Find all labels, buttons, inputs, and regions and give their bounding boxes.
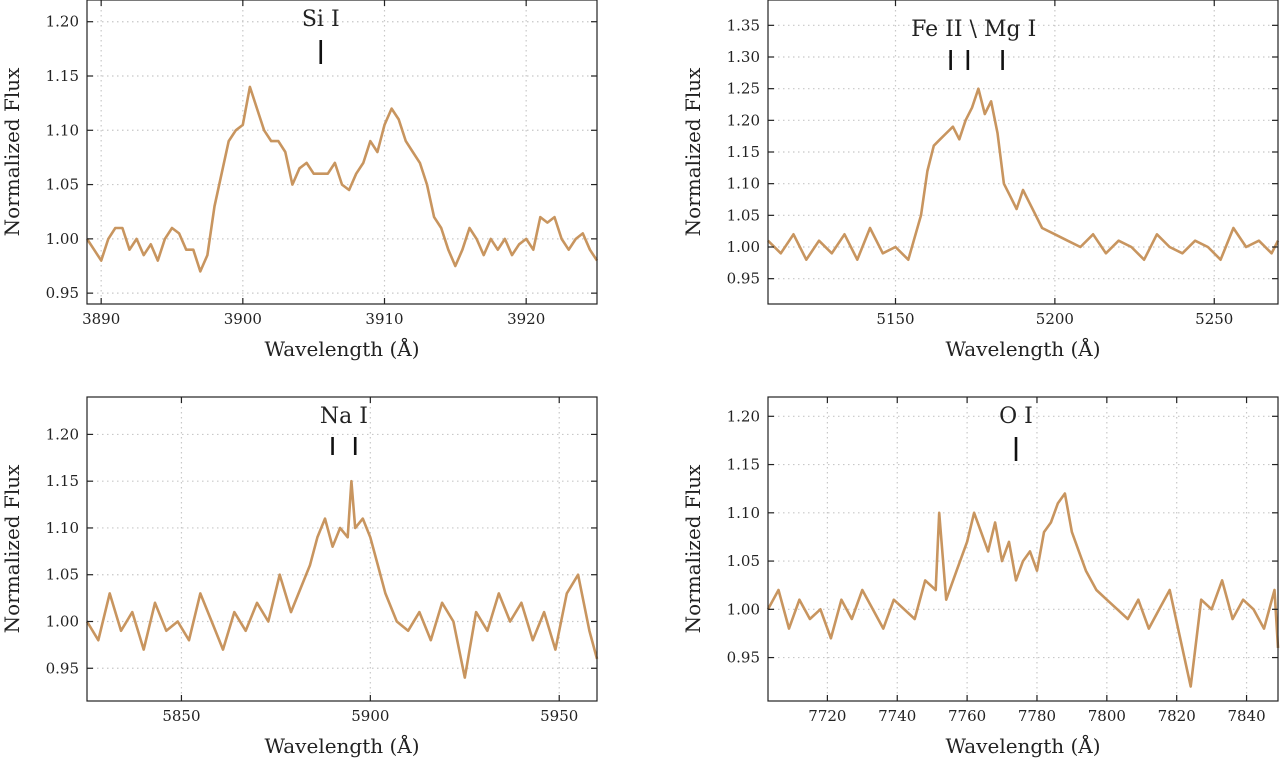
y-tick-label: 1.05 [727, 206, 760, 224]
x-axis-label: Wavelength (Å) [945, 336, 1100, 361]
x-tick-label: 3890 [82, 310, 120, 328]
plot-frame [86, 396, 598, 702]
x-tick-label: 7720 [808, 707, 846, 725]
plot-frame [86, 0, 598, 305]
plot-frame [767, 396, 1279, 702]
y-tick-label: 1.00 [727, 238, 760, 256]
y-axis-label: Normalized Flux [0, 464, 24, 633]
x-tick-label: 5200 [1036, 310, 1074, 328]
y-tick-label: 0.95 [727, 649, 760, 667]
y-tick-label: 1.10 [727, 175, 760, 193]
y-tick-label: 1.00 [727, 600, 760, 618]
y-tick-label: 1.00 [46, 612, 79, 630]
x-axis-label: Wavelength (Å) [264, 733, 419, 758]
y-tick-label: 1.15 [727, 143, 760, 161]
y-tick-label: 0.95 [46, 659, 79, 677]
spectrum-line [85, 85, 599, 273]
x-tick-label: 5850 [162, 707, 200, 725]
y-tick-label: 1.20 [727, 111, 760, 129]
y-tick-label: 0.95 [727, 270, 760, 288]
x-tick-label: 7760 [948, 707, 986, 725]
y-tick-label: 1.05 [727, 552, 760, 570]
y-tick-label: 1.10 [46, 519, 79, 537]
x-tick-label: 7780 [1018, 707, 1056, 725]
ion-label: Fe II \ Mg I [911, 17, 1036, 42]
ion-label: Na I [320, 404, 368, 429]
y-tick-label: 1.15 [727, 456, 760, 474]
y-tick-label: 1.35 [727, 16, 760, 34]
spectrum-line [766, 492, 1280, 688]
x-axis-label: Wavelength (Å) [264, 336, 419, 361]
x-tick-label: 5250 [1195, 310, 1233, 328]
x-tick-label: 5950 [540, 707, 578, 725]
y-tick-label: 1.15 [46, 67, 79, 85]
x-tick-label: 7800 [1088, 707, 1126, 725]
y-tick-label: 1.30 [727, 48, 760, 66]
y-tick-label: 1.15 [46, 472, 79, 490]
y-axis-label: Normalized Flux [681, 67, 705, 236]
y-axis-label: Normalized Flux [0, 67, 24, 236]
y-tick-label: 1.25 [727, 80, 760, 98]
spectrum-line [767, 87, 1280, 262]
y-tick-label: 1.10 [727, 504, 760, 522]
panel-na-i: 5850 5900 5950 0.95 1.00 1.05 1.10 1.15 1.20 Wave… [0, 396, 599, 758]
x-tick-label: 3920 [507, 310, 545, 328]
y-tick-label: 1.20 [46, 425, 79, 443]
y-axis-label: Normalized Flux [681, 464, 705, 633]
y-tick-label: 1.00 [46, 230, 79, 248]
x-axis-label: Wavelength (Å) [945, 733, 1100, 758]
y-tick-label: 1.05 [46, 176, 79, 194]
y-tick-label: 1.20 [46, 13, 79, 31]
panel-o-i: 7720 7740 7760 7780 7800 7820 7840 0.95 1.00 1.05… [681, 396, 1280, 758]
ion-label: Si I [302, 7, 340, 32]
y-tick-label: 1.10 [46, 121, 79, 139]
panel-si-i: 3890 3900 3910 3920 0.95 1.00 1.05 1.10 1.15 1.20… [0, 0, 599, 361]
x-tick-label: 5150 [876, 310, 914, 328]
y-tick-label: 1.20 [727, 407, 760, 425]
ion-label: O I [999, 404, 1033, 429]
x-tick-label: 7740 [878, 707, 916, 725]
spectrum-line [85, 479, 599, 679]
x-tick-label: 7820 [1158, 707, 1196, 725]
x-tick-label: 3900 [224, 310, 262, 328]
y-tick-label: 0.95 [46, 284, 79, 302]
panel-fe-ii-mg-i: 5150 5200 5250 0.95 1.00 1.05 1.10 1.15 1.20 1.25… [681, 0, 1280, 361]
y-tick-label: 1.05 [46, 566, 79, 584]
x-tick-label: 3910 [365, 310, 403, 328]
x-tick-label: 5900 [351, 707, 389, 725]
x-tick-label: 7840 [1227, 707, 1265, 725]
